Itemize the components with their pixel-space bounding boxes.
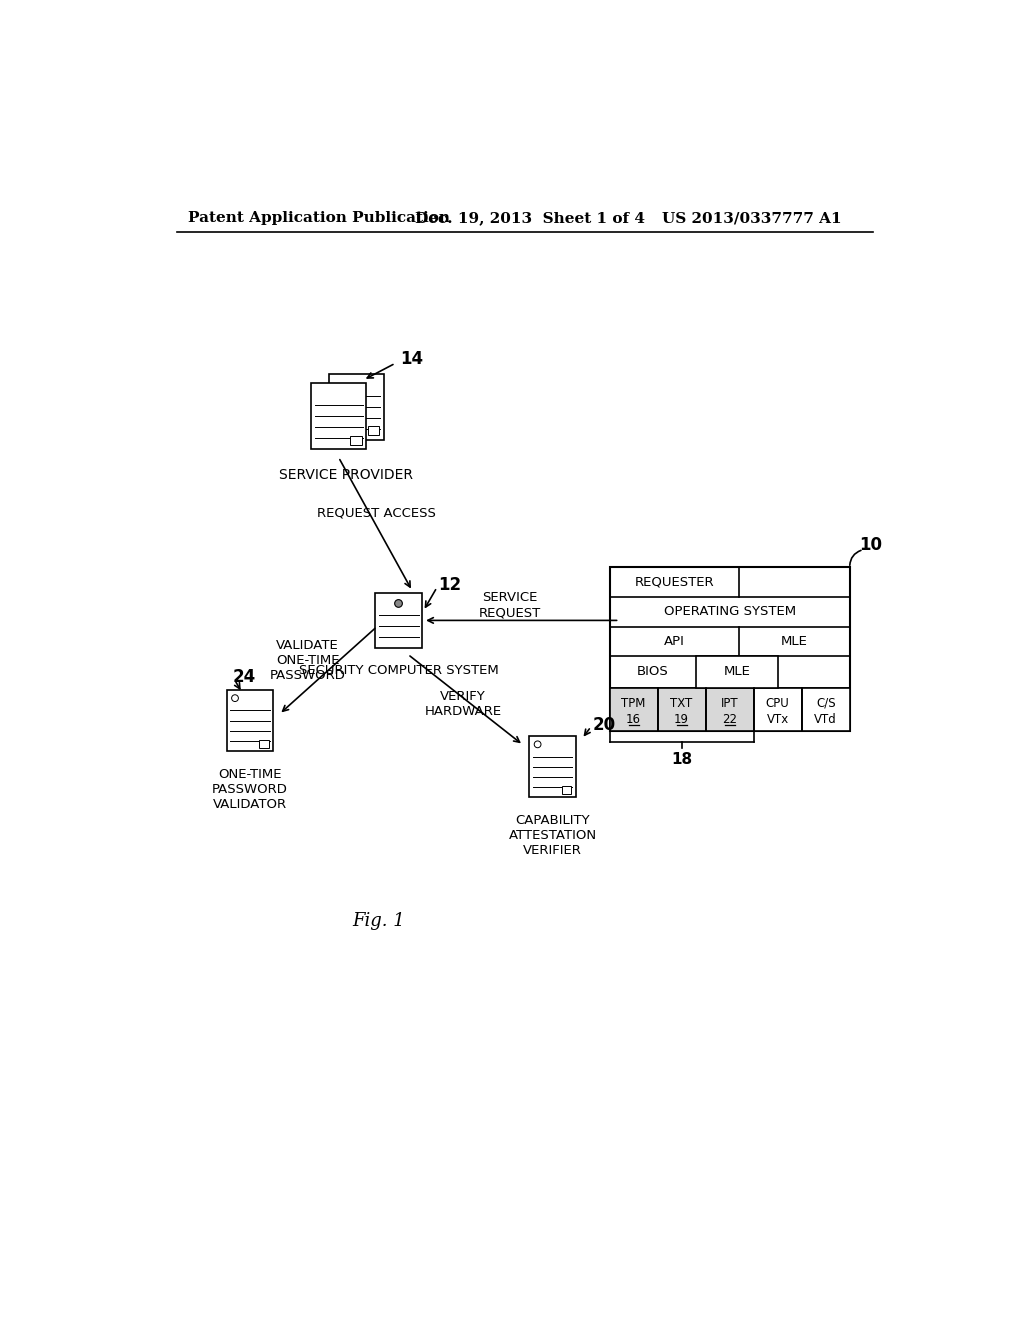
Text: VTx: VTx xyxy=(767,713,788,726)
Text: 16: 16 xyxy=(626,713,641,726)
Text: VERIFY
HARDWARE: VERIFY HARDWARE xyxy=(425,689,502,718)
FancyBboxPatch shape xyxy=(329,374,384,440)
Text: SERVICE PROVIDER: SERVICE PROVIDER xyxy=(280,469,413,482)
FancyBboxPatch shape xyxy=(562,787,571,793)
Text: CPU: CPU xyxy=(766,697,790,710)
Text: Fig. 1: Fig. 1 xyxy=(352,912,404,929)
FancyBboxPatch shape xyxy=(657,688,706,731)
Text: 14: 14 xyxy=(400,350,423,367)
Text: ONE-TIME
PASSWORD
VALIDATOR: ONE-TIME PASSWORD VALIDATOR xyxy=(212,768,288,812)
FancyBboxPatch shape xyxy=(609,566,850,731)
Text: 12: 12 xyxy=(438,576,462,594)
Text: 24: 24 xyxy=(233,668,256,686)
Text: OPERATING SYSTEM: OPERATING SYSTEM xyxy=(664,606,796,619)
FancyBboxPatch shape xyxy=(609,688,657,731)
FancyBboxPatch shape xyxy=(350,436,361,445)
Text: REQUEST ACCESS: REQUEST ACCESS xyxy=(316,506,435,519)
FancyBboxPatch shape xyxy=(311,383,367,449)
Text: 10: 10 xyxy=(859,536,882,554)
FancyBboxPatch shape xyxy=(754,688,802,731)
Text: VTd: VTd xyxy=(814,713,837,726)
FancyBboxPatch shape xyxy=(696,656,777,688)
Text: CAPABILITY
ATTESTATION
VERIFIER: CAPABILITY ATTESTATION VERIFIER xyxy=(509,814,597,858)
Text: SERVICE
REQUEST: SERVICE REQUEST xyxy=(478,591,541,619)
Circle shape xyxy=(394,599,402,607)
Circle shape xyxy=(231,694,239,701)
Circle shape xyxy=(535,741,541,747)
FancyBboxPatch shape xyxy=(802,688,850,731)
Text: MLE: MLE xyxy=(723,665,751,678)
Text: Patent Application Publication: Patent Application Publication xyxy=(188,211,451,226)
Text: 22: 22 xyxy=(722,713,737,726)
FancyBboxPatch shape xyxy=(706,688,754,731)
Text: Dec. 19, 2013  Sheet 1 of 4: Dec. 19, 2013 Sheet 1 of 4 xyxy=(416,211,645,226)
Text: VALIDATE
ONE-TIME
PASSWORD: VALIDATE ONE-TIME PASSWORD xyxy=(269,639,345,682)
Text: TPM: TPM xyxy=(622,697,646,710)
Text: 19: 19 xyxy=(674,713,689,726)
FancyBboxPatch shape xyxy=(529,737,575,797)
Text: REQUESTER: REQUESTER xyxy=(635,576,714,589)
Text: C/S: C/S xyxy=(816,697,836,710)
Text: IPT: IPT xyxy=(721,697,738,710)
Text: TXT: TXT xyxy=(671,697,692,710)
FancyBboxPatch shape xyxy=(368,426,380,436)
FancyBboxPatch shape xyxy=(259,741,269,747)
FancyBboxPatch shape xyxy=(375,593,422,648)
Text: BIOS: BIOS xyxy=(637,665,669,678)
Text: API: API xyxy=(664,635,685,648)
Text: 20: 20 xyxy=(593,717,615,734)
Text: SECURITY COMPUTER SYSTEM: SECURITY COMPUTER SYSTEM xyxy=(299,664,499,677)
Text: 18: 18 xyxy=(671,752,692,767)
Text: US 2013/0337777 A1: US 2013/0337777 A1 xyxy=(662,211,842,226)
Text: MLE: MLE xyxy=(781,635,808,648)
FancyBboxPatch shape xyxy=(227,690,273,751)
